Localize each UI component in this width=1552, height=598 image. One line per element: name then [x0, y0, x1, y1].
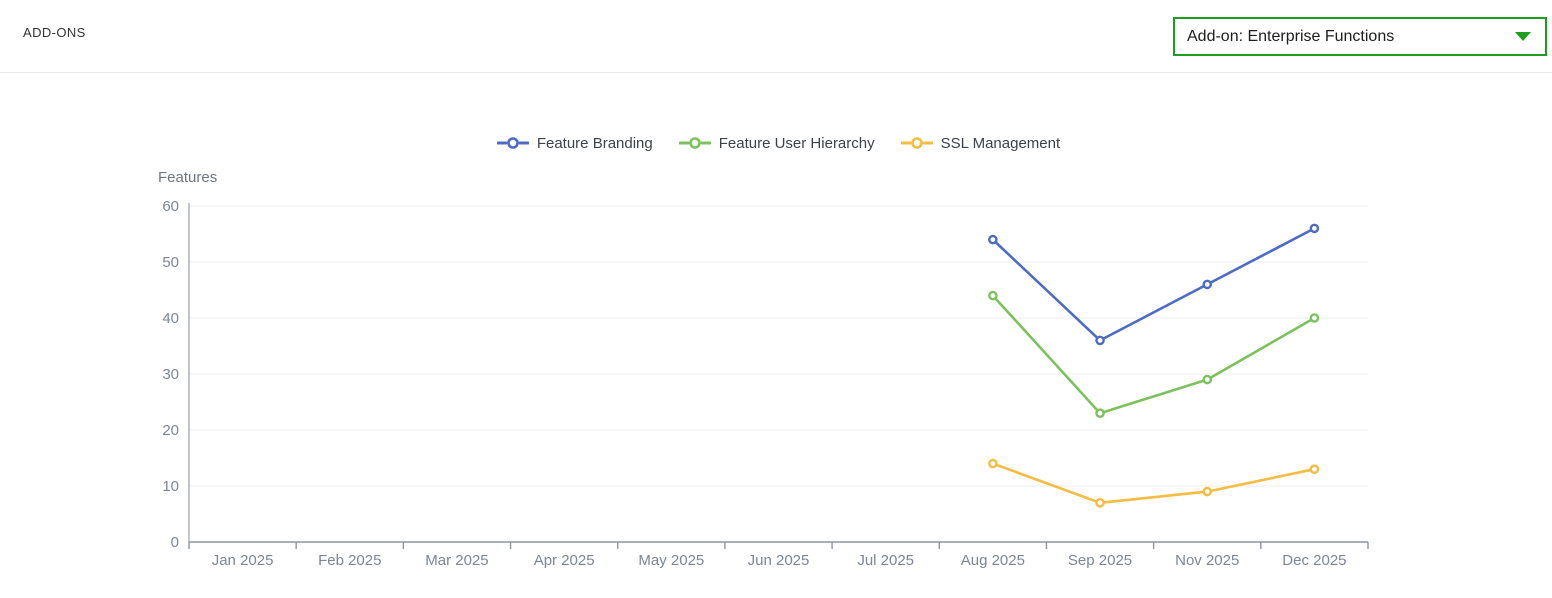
legend-label: SSL Management — [940, 134, 1061, 152]
x-tick-label: Feb 2025 — [318, 552, 381, 569]
y-tick-label: 50 — [162, 254, 179, 271]
data-point-feature-branding[interactable] — [988, 234, 998, 245]
legend-marker-icon — [900, 137, 933, 149]
x-tick-label: Jun 2025 — [748, 552, 810, 569]
addon-select[interactable]: Add-on: Enterprise Functions — [1173, 17, 1547, 56]
data-point-feature-user-hierarchy[interactable] — [988, 290, 998, 301]
x-tick-label: Apr 2025 — [534, 552, 595, 569]
panel-header: ADD-ONS Add-on: Enterprise Functions — [0, 0, 1552, 73]
series-line-feature-branding — [991, 227, 1316, 342]
data-point-ssl-management[interactable] — [1202, 486, 1213, 497]
panel-title: ADD-ONS — [23, 25, 86, 40]
legend-item-feature-user-hierarchy[interactable]: Feature User Hierarchy — [678, 134, 875, 152]
x-tick-label: May 2025 — [638, 552, 704, 569]
x-tick-label: Dec 2025 — [1282, 552, 1346, 569]
data-point-feature-user-hierarchy[interactable] — [1202, 374, 1213, 385]
y-tick-label: 10 — [162, 478, 179, 495]
chevron-down-icon — [1515, 32, 1531, 41]
data-point-feature-user-hierarchy[interactable] — [1309, 313, 1320, 323]
data-point-feature-branding[interactable] — [1309, 223, 1320, 234]
data-point-ssl-management[interactable] — [1309, 464, 1320, 475]
legend-item-ssl-management[interactable]: SSL Management — [900, 134, 1061, 152]
line-chart: Features 0 10 20 30 40 50 60 Jan 2025 Feb 2025 Mar… — [158, 169, 1369, 569]
data-point-feature-branding[interactable] — [1095, 335, 1105, 346]
y-tick-label: 60 — [162, 198, 179, 215]
chart-legend: Feature Branding Feature User Hierarchy SS… — [189, 132, 1368, 154]
x-tick-label: Sep 2025 — [1068, 552, 1132, 569]
x-tick-label: Nov 2025 — [1175, 552, 1239, 569]
y-tick-label: 0 — [171, 534, 179, 551]
legend-label: Feature Branding — [536, 134, 653, 152]
y-axis-title: Features — [158, 169, 217, 186]
addon-select-value: Add-on: Enterprise Functions — [1187, 27, 1395, 45]
x-tick-label: Aug 2025 — [961, 552, 1025, 569]
data-point-feature-user-hierarchy[interactable] — [1095, 408, 1105, 419]
data-point-feature-branding[interactable] — [1202, 279, 1213, 290]
legend-item-feature-branding[interactable]: Feature Branding — [496, 134, 653, 152]
x-tick-label: Mar 2025 — [425, 552, 488, 569]
y-tick-label: 20 — [162, 422, 179, 439]
y-tick-label: 40 — [162, 310, 179, 327]
series-line-ssl-management — [991, 462, 1316, 505]
legend-label: Feature User Hierarchy — [718, 134, 875, 152]
y-tick-label: 30 — [162, 366, 179, 383]
series-line-feature-user-hierarchy — [991, 294, 1316, 415]
data-point-ssl-management[interactable] — [988, 458, 998, 469]
legend-marker-icon — [678, 137, 711, 149]
x-tick-label: Jul 2025 — [857, 552, 914, 569]
x-tick-label: Jan 2025 — [212, 552, 274, 569]
legend-marker-icon — [496, 137, 529, 149]
data-point-ssl-management[interactable] — [1095, 497, 1105, 508]
